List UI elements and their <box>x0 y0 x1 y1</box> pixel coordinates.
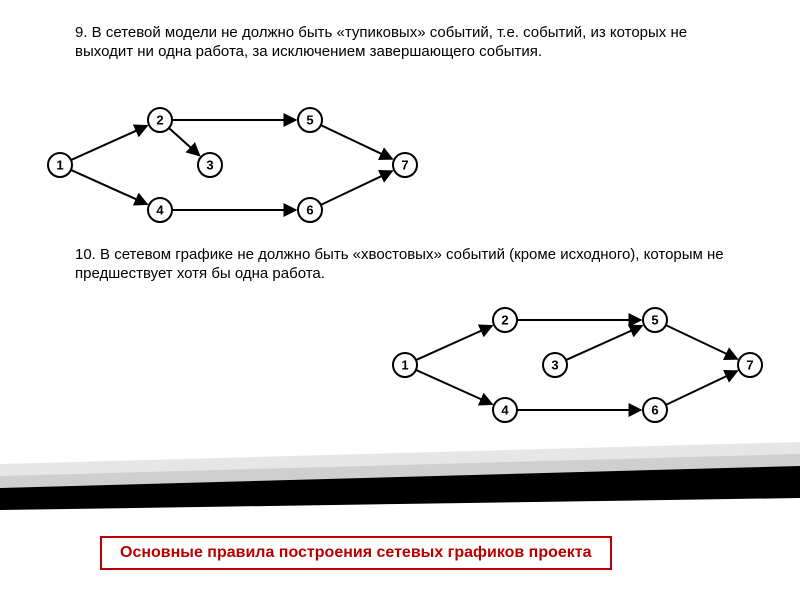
node-label-7: 7 <box>401 158 408 173</box>
node-label-1: 1 <box>56 158 63 173</box>
node-label-4: 4 <box>501 403 509 418</box>
node-label-2: 2 <box>156 113 163 128</box>
decorative-divider <box>0 440 800 510</box>
edge-1-2 <box>416 326 492 360</box>
node-label-2: 2 <box>501 313 508 328</box>
node-label-7: 7 <box>746 358 753 373</box>
node-label-5: 5 <box>651 313 658 328</box>
edge-6-7 <box>321 171 393 205</box>
edge-1-2 <box>71 126 147 160</box>
network-diagram-1-svg: 1 2 3 4 5 6 7 <box>25 90 445 240</box>
node-label-4: 4 <box>156 203 164 218</box>
network-diagram-2-svg: 1 2 3 4 5 6 7 <box>370 290 790 440</box>
node-label-3: 3 <box>551 358 558 373</box>
node-label-6: 6 <box>651 403 658 418</box>
node-label-6: 6 <box>306 203 313 218</box>
decorative-divider-svg <box>0 440 800 510</box>
rule-10-text: 10. В сетевом графике не должно быть «хв… <box>75 246 725 284</box>
footer-title-box: Основные правила построения сетевых граф… <box>100 536 612 570</box>
edge-6-7 <box>666 371 738 405</box>
edge-5-7 <box>666 325 738 359</box>
edge-2-3 <box>169 128 200 156</box>
node-label-5: 5 <box>306 113 313 128</box>
rule-9-text: 9. В сетевой модели не должно быть «тупи… <box>75 24 725 62</box>
network-diagram-1: 1 2 3 4 5 6 7 <box>25 90 445 240</box>
edge-5-7 <box>321 125 393 159</box>
edge-1-4 <box>71 170 147 204</box>
node-label-3: 3 <box>206 158 213 173</box>
network-diagram-2: 1 2 3 4 5 6 7 <box>370 290 790 440</box>
edge-1-4 <box>416 370 492 404</box>
edge-3-5 <box>566 326 642 360</box>
node-label-1: 1 <box>401 358 408 373</box>
